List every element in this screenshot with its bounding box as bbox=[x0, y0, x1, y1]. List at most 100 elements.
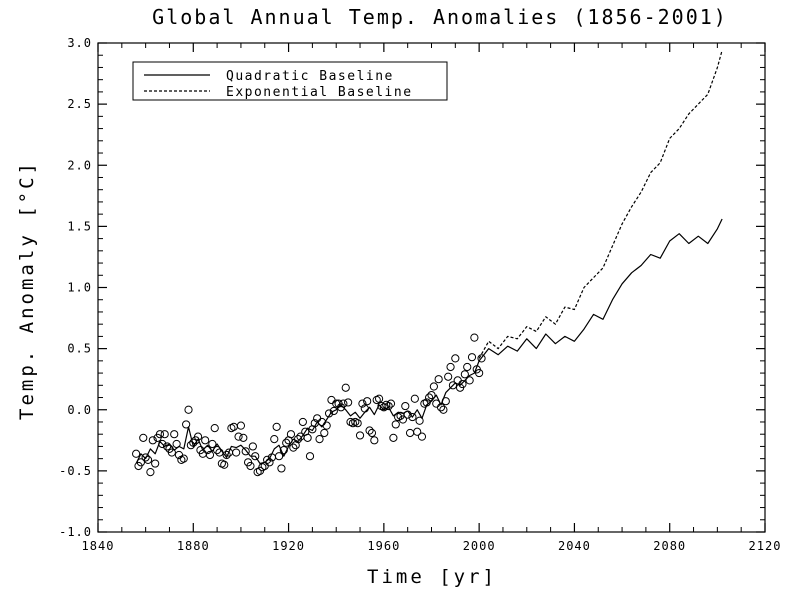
observed-point bbox=[143, 455, 153, 464]
legend: Quadratic Baseline Exponential Baseline bbox=[132, 61, 448, 101]
observed-point bbox=[241, 447, 250, 456]
observed-point bbox=[236, 421, 246, 430]
x-tick-label: 2080 bbox=[653, 539, 686, 553]
observed-point bbox=[470, 333, 479, 342]
x-tick-label: 1920 bbox=[272, 539, 305, 553]
observed-point bbox=[415, 416, 424, 425]
observed-point bbox=[391, 420, 400, 429]
quadratic-baseline-line bbox=[135, 218, 723, 465]
observed-point bbox=[298, 417, 307, 427]
observed-point bbox=[132, 449, 141, 458]
observed-point bbox=[363, 397, 372, 406]
observed-point bbox=[339, 399, 348, 408]
legend-box bbox=[132, 61, 448, 101]
observed-point bbox=[329, 406, 338, 416]
observed-point bbox=[353, 419, 362, 428]
observed-point bbox=[439, 405, 448, 414]
observed-point bbox=[172, 439, 181, 449]
observed-point bbox=[401, 401, 410, 411]
y-tick-label: -1.0 bbox=[59, 525, 92, 539]
observed-point bbox=[384, 401, 393, 411]
observed-point bbox=[429, 382, 438, 391]
y-tick-label: -0.5 bbox=[59, 464, 92, 478]
observed-point bbox=[386, 399, 396, 408]
series-points bbox=[132, 333, 486, 477]
exponential-baseline-line bbox=[478, 50, 723, 359]
observed-point bbox=[398, 415, 408, 424]
observed-point bbox=[210, 423, 219, 433]
observed-point bbox=[360, 404, 369, 413]
observed-point bbox=[265, 458, 274, 467]
observed-point bbox=[146, 467, 155, 477]
y-tick-labels: -1.0 -0.5 0.0 0.5 1.0 1.5 2.0 2.5 3.0 bbox=[59, 36, 92, 539]
observed-point bbox=[294, 434, 303, 444]
observed-point bbox=[367, 428, 377, 438]
x-tick-label: 2040 bbox=[558, 539, 591, 553]
observed-point bbox=[205, 450, 215, 460]
x-tick-label: 1840 bbox=[82, 539, 115, 553]
observed-point bbox=[229, 422, 238, 431]
observed-point bbox=[441, 397, 450, 406]
observed-point bbox=[234, 432, 243, 441]
axis-ticks bbox=[97, 42, 766, 533]
observed-point bbox=[477, 354, 486, 363]
observed-point bbox=[282, 438, 291, 447]
observed-point bbox=[148, 436, 157, 445]
observed-point bbox=[389, 433, 398, 442]
x-tick-label: 2000 bbox=[463, 539, 496, 553]
observed-point bbox=[246, 461, 255, 471]
observed-point bbox=[463, 362, 472, 372]
observed-point bbox=[155, 430, 165, 439]
observed-point bbox=[186, 441, 196, 450]
observed-point bbox=[141, 453, 150, 462]
observed-point bbox=[182, 420, 191, 429]
observed-point bbox=[425, 393, 434, 402]
observed-point bbox=[434, 375, 443, 384]
observed-point bbox=[451, 354, 460, 363]
observed-point bbox=[274, 452, 284, 461]
observed-point bbox=[208, 439, 217, 449]
x-axis-label: Time [yr] bbox=[367, 566, 497, 588]
observed-point bbox=[475, 368, 484, 378]
y-tick-label: 1.5 bbox=[67, 219, 92, 233]
observed-point bbox=[374, 394, 384, 403]
observed-point bbox=[167, 448, 176, 457]
observed-point bbox=[263, 455, 272, 464]
observed-point bbox=[465, 376, 474, 385]
observed-point bbox=[189, 438, 198, 447]
y-axis-label: Temp. Anomaly [°C] bbox=[16, 160, 38, 420]
observed-point bbox=[193, 432, 203, 441]
plot-frame bbox=[97, 42, 766, 533]
observed-point bbox=[324, 409, 334, 418]
observed-point bbox=[417, 432, 427, 441]
y-tick-label: 3.0 bbox=[67, 36, 92, 50]
observed-point bbox=[405, 428, 415, 438]
observed-point bbox=[286, 430, 296, 439]
observed-point bbox=[184, 405, 193, 414]
observed-point bbox=[160, 430, 169, 439]
observed-point bbox=[239, 433, 248, 442]
observed-point bbox=[320, 428, 329, 438]
observed-point bbox=[158, 439, 167, 449]
observed-point bbox=[467, 353, 477, 362]
x-tick-labels: 1840 1880 1920 1960 2000 2040 2080 2120 bbox=[82, 539, 781, 553]
observed-point bbox=[403, 410, 412, 419]
observed-point bbox=[305, 452, 315, 461]
observed-point bbox=[203, 445, 212, 455]
y-tick-label: 2.0 bbox=[67, 158, 92, 172]
observed-point bbox=[272, 422, 281, 431]
observed-point bbox=[232, 448, 241, 457]
observed-point bbox=[277, 464, 286, 473]
y-tick-label: 0.0 bbox=[67, 403, 92, 417]
observed-point bbox=[370, 436, 379, 445]
y-tick-label: 2.5 bbox=[67, 97, 92, 111]
observed-point bbox=[379, 403, 388, 412]
y-tick-label: 0.5 bbox=[67, 342, 92, 356]
observed-point bbox=[136, 458, 145, 467]
observed-point bbox=[448, 381, 458, 390]
legend-label-exponential: Exponential Baseline bbox=[226, 85, 413, 100]
observed-point bbox=[151, 459, 160, 468]
observed-point bbox=[251, 452, 260, 461]
observed-point bbox=[355, 431, 365, 440]
